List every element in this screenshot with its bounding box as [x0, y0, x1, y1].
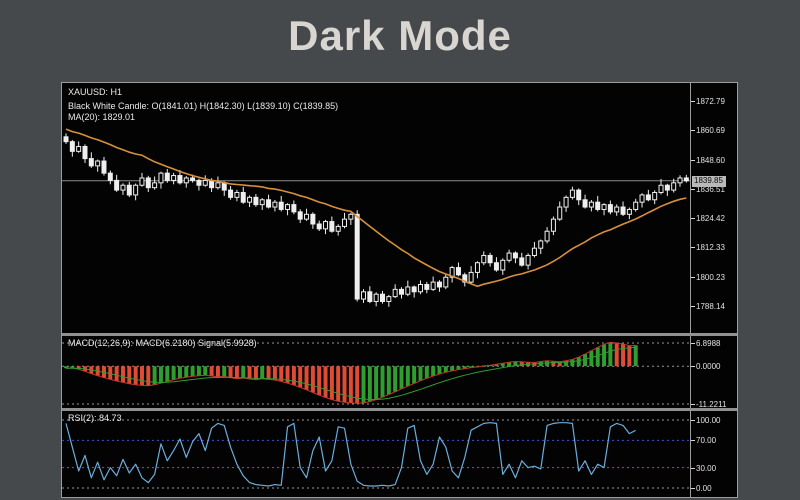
tick-label: 1872.79	[696, 97, 725, 106]
axis-tick: 1872.79	[691, 97, 725, 106]
tick-mark	[691, 247, 695, 249]
tick-label: 0.0000	[696, 362, 721, 372]
tick-mark	[691, 467, 695, 469]
axis-tick: 1824.42	[691, 214, 725, 223]
tick-mark	[691, 276, 695, 278]
axis-tick: -11.2211	[691, 400, 726, 409]
axis-tick: 70.00	[691, 436, 716, 445]
axis-tick: 1848.60	[691, 156, 725, 165]
main-chart-panel: XAUUSD: H1 Black White Candle: O(1841.01…	[62, 83, 737, 333]
rsi-legend: RSI(2): 84.73	[68, 413, 122, 423]
ma-readout: MA(20): 1829.01	[68, 112, 136, 122]
axis-tick: 0.0000	[691, 362, 720, 371]
tick-mark	[691, 343, 695, 344]
macd-histogram	[64, 342, 638, 404]
symbol-timeframe-label: XAUUSD: H1	[68, 87, 123, 97]
rsi-canvas[interactable]	[62, 411, 690, 497]
tick-label: 1788.14	[696, 301, 725, 311]
tick-label: 1812.33	[696, 243, 725, 253]
tick-mark	[691, 366, 695, 368]
macd-panel: MACD(12,26,9): MACD(6.2180) Signal(5.992…	[62, 336, 737, 409]
rsi-panel: RSI(2): 84.73 100.00 70.00 30.00 0.00	[62, 411, 737, 497]
tick-mark	[691, 159, 695, 161]
current-price-label: 1839.85	[692, 175, 726, 187]
tick-label: 0.00	[696, 484, 712, 493]
ohlc-readout: Black White Candle: O(1841.01) H(1842.30…	[68, 101, 339, 111]
axis-tick: 1860.69	[691, 126, 725, 135]
tick-mark	[691, 218, 695, 220]
tick-mark	[691, 404, 695, 405]
tick-label: 1836.51	[696, 184, 725, 194]
macd-canvas[interactable]	[62, 336, 690, 408]
axis-tick: 30.00	[691, 464, 716, 473]
price-chart-canvas[interactable]	[62, 83, 690, 333]
macd-axis[interactable]: 6.8988 0.0000 -11.2211	[690, 336, 737, 409]
axis-tick: 100.00	[691, 416, 720, 425]
tick-mark	[691, 420, 695, 421]
tick-label: 100.00	[696, 416, 721, 425]
tick-label: 30.00	[696, 463, 717, 473]
rsi-gridlines	[62, 419, 690, 489]
tick-label: 1848.60	[696, 155, 725, 165]
panel-resize-divider[interactable]	[62, 333, 737, 336]
axis-tick: 1788.14	[691, 302, 725, 311]
tick-mark	[691, 305, 695, 307]
axis-tick: 1836.51	[691, 185, 725, 194]
candlesticks	[63, 133, 689, 307]
panel-resize-divider[interactable]	[62, 408, 737, 411]
tick-mark	[691, 488, 695, 489]
main-chart-legend: XAUUSD: H1 Black White Candle: O(1841.01…	[68, 87, 338, 123]
macd-signal-line	[66, 346, 636, 400]
tick-label: 1824.42	[696, 214, 725, 224]
price-axis[interactable]: 1872.79 1860.69 1848.60 1836.51 1824.42 1812.…	[690, 83, 737, 333]
tick-label: 70.00	[696, 436, 717, 446]
axis-tick: 0.00	[691, 484, 712, 493]
tick-mark	[691, 440, 695, 442]
tick-label: 1800.23	[696, 272, 725, 282]
tick-mark	[691, 188, 695, 190]
axis-tick: 1800.23	[691, 273, 725, 282]
tick-mark	[691, 130, 695, 132]
tick-label: 1860.69	[696, 126, 725, 136]
rsi-line	[65, 422, 636, 487]
tick-label: -11.2211	[696, 400, 727, 409]
chart-window: XAUUSD: H1 Black White Candle: O(1841.01…	[61, 82, 738, 498]
tick-label: 6.8988	[696, 339, 721, 348]
rsi-axis[interactable]: 100.00 70.00 30.00 0.00	[690, 411, 737, 497]
ma-line	[65, 128, 687, 288]
tick-mark	[691, 101, 695, 102]
axis-tick: 6.8988	[691, 339, 720, 348]
macd-line	[65, 341, 636, 404]
macd-legend: MACD(12,26,9): MACD(6.2180) Signal(5.992…	[68, 338, 257, 348]
page-title: Dark Mode	[288, 12, 512, 59]
axis-tick: 1812.33	[691, 243, 725, 252]
